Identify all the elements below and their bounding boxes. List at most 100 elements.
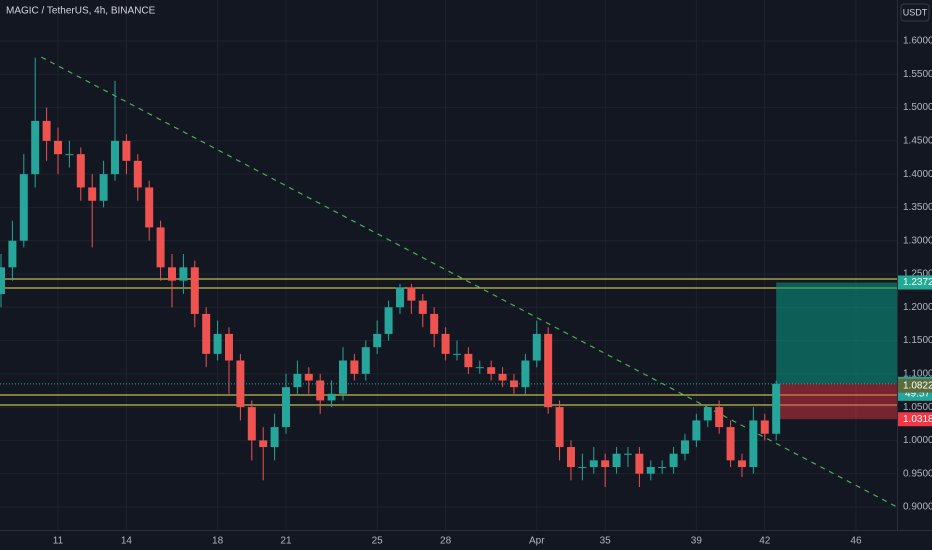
candle-body <box>65 154 74 156</box>
candle-body <box>327 393 336 401</box>
y-tick-label: 1.1000 <box>903 368 932 379</box>
y-tick-label: 1.3500 <box>903 202 932 213</box>
x-tick-label: 39 <box>691 536 703 547</box>
candle-body <box>259 440 268 448</box>
y-tick-label: 1.2500 <box>903 269 932 280</box>
candle-body <box>612 453 621 468</box>
candle-body <box>669 453 678 468</box>
candle-body <box>498 373 507 381</box>
candle-body <box>42 120 51 141</box>
candle-body <box>304 373 313 381</box>
candle-body <box>361 347 370 374</box>
currency-label[interactable]: USDT <box>903 7 928 17</box>
candle-body <box>145 187 154 228</box>
candle-body <box>156 227 165 268</box>
y-tick-label: 1.4000 <box>903 169 932 180</box>
candle-body <box>76 154 85 188</box>
candle-body <box>452 353 461 355</box>
candle-body <box>316 380 325 401</box>
price-label: 1.2372 <box>903 277 932 288</box>
y-tick-label: 1.0000 <box>903 435 932 446</box>
candle-body <box>749 420 758 468</box>
x-tick-label: 35 <box>600 536 612 547</box>
candle-body <box>578 467 587 469</box>
candle-body <box>430 313 439 334</box>
y-tick-label: 1.2000 <box>903 302 932 313</box>
candle-body <box>544 333 553 408</box>
trend-line <box>41 56 898 508</box>
currency-button[interactable] <box>900 3 930 22</box>
candle-body <box>487 367 496 374</box>
candle-body <box>475 367 484 369</box>
candle-body <box>373 333 382 348</box>
stop-zone <box>776 383 897 420</box>
candle-body <box>658 467 667 469</box>
y-tick-label: 1.1500 <box>903 335 932 346</box>
candle-body <box>464 353 473 368</box>
candle-body <box>532 333 541 361</box>
candle-body <box>213 333 222 354</box>
candle-body <box>247 407 256 441</box>
candle-body <box>760 420 769 434</box>
y-tick-label: 0.9500 <box>903 468 932 479</box>
x-tick-label: 14 <box>121 536 133 547</box>
candle-body <box>111 140 119 175</box>
x-tick-label: 25 <box>372 536 384 547</box>
candle-body <box>589 460 598 468</box>
candle-body <box>680 440 689 454</box>
candle-body <box>715 407 724 428</box>
candle-body <box>54 140 62 155</box>
candle-body <box>407 287 416 301</box>
candle-body <box>99 174 108 201</box>
candle-body <box>395 287 404 308</box>
candle-body <box>293 373 302 388</box>
candle-body <box>772 383 781 434</box>
countdown: 49:57 <box>905 388 930 399</box>
candle-body <box>225 333 233 361</box>
candle-body <box>270 427 279 448</box>
candle-body <box>646 467 655 474</box>
price-label-box <box>898 378 932 393</box>
candle-body <box>692 420 701 441</box>
candle-body <box>737 460 746 468</box>
chart-title: MAGIC / TetherUS, 4h, BINANCE <box>6 6 156 17</box>
x-tick-label: 46 <box>850 536 862 547</box>
candle-body <box>122 140 131 161</box>
candle-body <box>623 453 632 455</box>
candle-body <box>635 453 644 474</box>
x-tick-label: 21 <box>280 536 292 547</box>
candle-body <box>703 407 712 421</box>
candle-body <box>31 120 40 175</box>
x-tick-label: 18 <box>212 536 224 547</box>
candle-body <box>88 187 97 201</box>
candle-body <box>555 407 564 448</box>
candle-body <box>190 267 199 314</box>
candle-body <box>19 174 28 241</box>
x-tick-label: 11 <box>53 536 64 547</box>
target-zone <box>776 282 897 384</box>
x-tick-label: 42 <box>759 536 771 547</box>
candle-body <box>281 387 290 428</box>
candle-body <box>338 360 347 394</box>
candle-body <box>179 267 188 281</box>
price-label: 1.0822 <box>903 380 932 391</box>
marks <box>0 56 898 508</box>
y-tick-label: 1.6000 <box>903 36 932 47</box>
candle-body <box>441 333 450 354</box>
candle-body <box>0 267 5 294</box>
price-label: 1.0318 <box>903 414 932 425</box>
candle-body <box>350 360 359 374</box>
y-tick-label: 1.5000 <box>903 102 932 113</box>
candle-body <box>566 447 575 468</box>
price-label-box <box>898 412 932 427</box>
y-tick-label: 1.0500 <box>903 402 932 413</box>
x-tick-label: Apr <box>529 536 545 547</box>
candle-body <box>202 313 211 354</box>
candle-body <box>521 360 530 388</box>
candle-body <box>418 300 427 314</box>
y-tick-label: 0.9000 <box>903 502 932 513</box>
candle-body <box>601 460 610 468</box>
